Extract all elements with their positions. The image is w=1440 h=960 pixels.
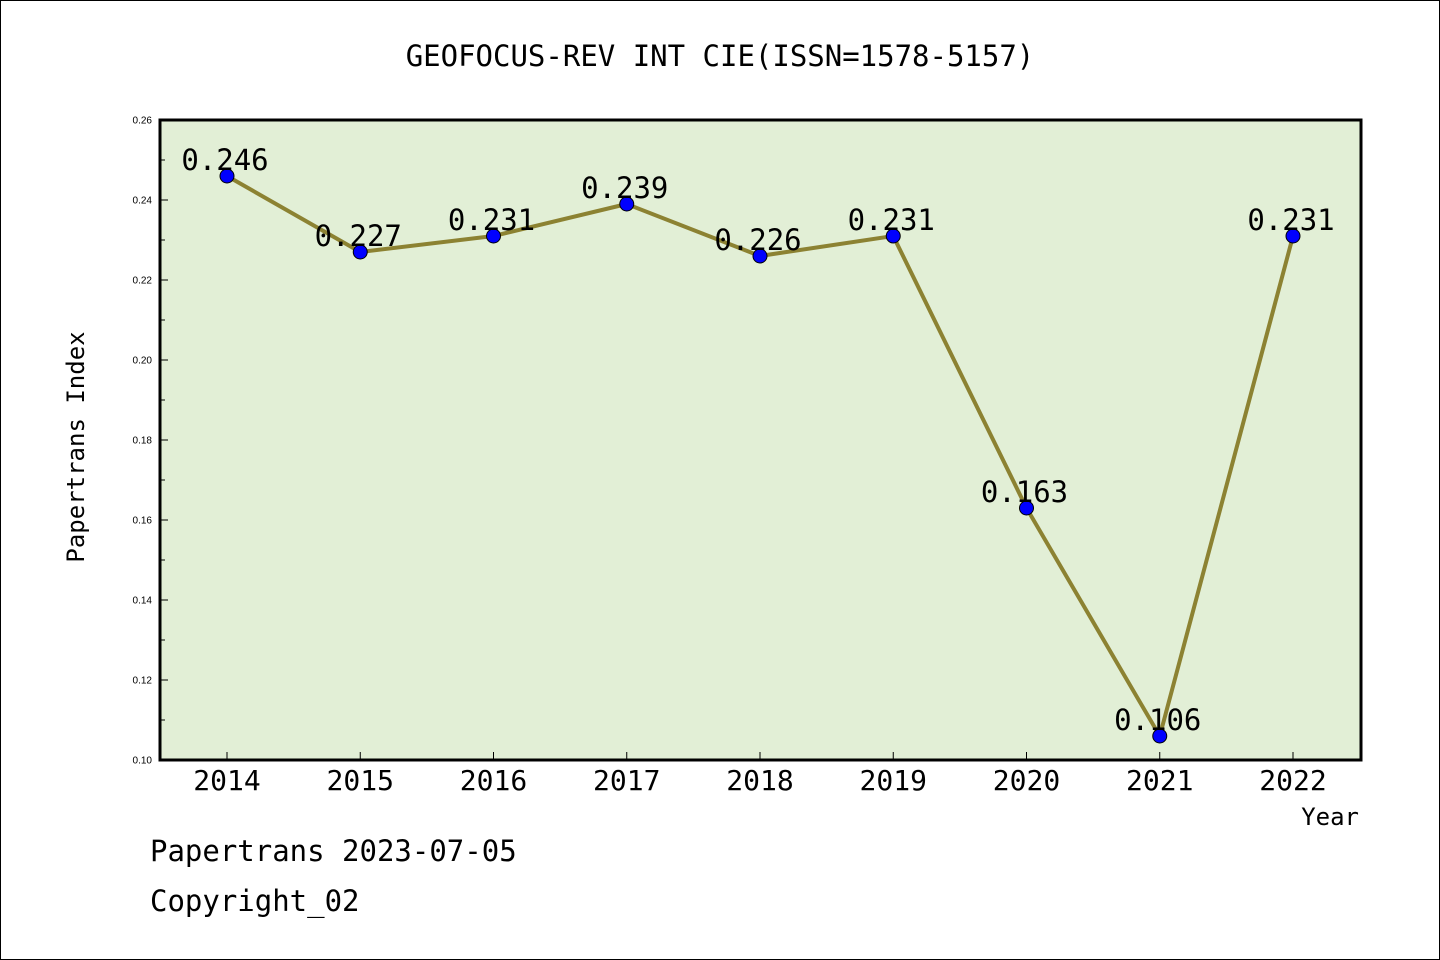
data-label-2017: 0.239 <box>581 171 668 205</box>
data-point-2020 <box>1019 500 1034 516</box>
data-point-2021 <box>1152 728 1168 744</box>
x-tick-label: 2019 <box>860 764 927 797</box>
data-label-2022: 0.231 <box>1247 203 1334 237</box>
data-label-2020: 0.163 <box>981 475 1068 509</box>
footer-date-text: Papertrans 2023-07-05 <box>150 834 517 868</box>
y-tick-label: 0.12 <box>133 676 153 687</box>
data-point-2019 <box>885 228 901 244</box>
y-tick-label: 0.22 <box>133 276 153 287</box>
data-point-2015 <box>352 244 368 260</box>
x-tick-label: 2020 <box>993 764 1060 797</box>
data-label-2016: 0.231 <box>448 203 535 237</box>
data-label-2021: 0.106 <box>1114 703 1201 737</box>
data-point-2022 <box>1285 228 1301 244</box>
x-tick-label: 2018 <box>726 764 793 797</box>
data-label-2019: 0.231 <box>848 203 935 237</box>
y-tick-label: 0.24 <box>133 196 153 207</box>
data-label-2015: 0.227 <box>315 219 402 253</box>
x-axis-label: Year <box>1301 803 1359 831</box>
data-label-2018: 0.226 <box>714 223 801 257</box>
x-axis: 2014 2015 2016 2017 2018 2019 2020 2021 2022 <box>193 752 1327 797</box>
chart-title: GEOFOCUS-REV INT CIE(ISSN=1578-5157) <box>406 39 1035 73</box>
y-tick-label: 0.10 <box>133 756 153 767</box>
x-tick-label: 2014 <box>193 764 260 797</box>
x-tick-label: 2021 <box>1126 764 1193 797</box>
x-tick-label: 2022 <box>1259 764 1326 797</box>
plot-area <box>158 118 1363 762</box>
data-point-2017 <box>619 196 635 212</box>
y-axis: 0.10 0.12 0.14 0.16 0.18 0.20 0.22 0.24 0.26 <box>133 116 168 767</box>
y-axis-label: Papertrans Index <box>62 331 90 562</box>
y-tick-label: 0.16 <box>133 516 153 527</box>
series-papertrans-index <box>219 168 1301 744</box>
y-tick-label: 0.20 <box>133 356 153 367</box>
data-point-2018 <box>752 248 768 264</box>
x-tick-label: 2016 <box>460 764 527 797</box>
data-labels: 0.246 0.227 0.231 0.239 0.226 0.231 0.163 0.106… <box>181 143 1334 737</box>
y-tick-label: 0.18 <box>133 436 153 447</box>
x-tick-label: 2017 <box>593 764 660 797</box>
data-label-2014: 0.246 <box>181 143 268 177</box>
data-point-2016 <box>486 228 501 244</box>
data-point-2014 <box>219 168 235 184</box>
y-tick-label: 0.26 <box>133 116 153 127</box>
x-tick-label: 2015 <box>327 764 394 797</box>
footer-copyright-text: Copyright_02 <box>150 884 360 918</box>
y-tick-label: 0.14 <box>133 596 153 607</box>
